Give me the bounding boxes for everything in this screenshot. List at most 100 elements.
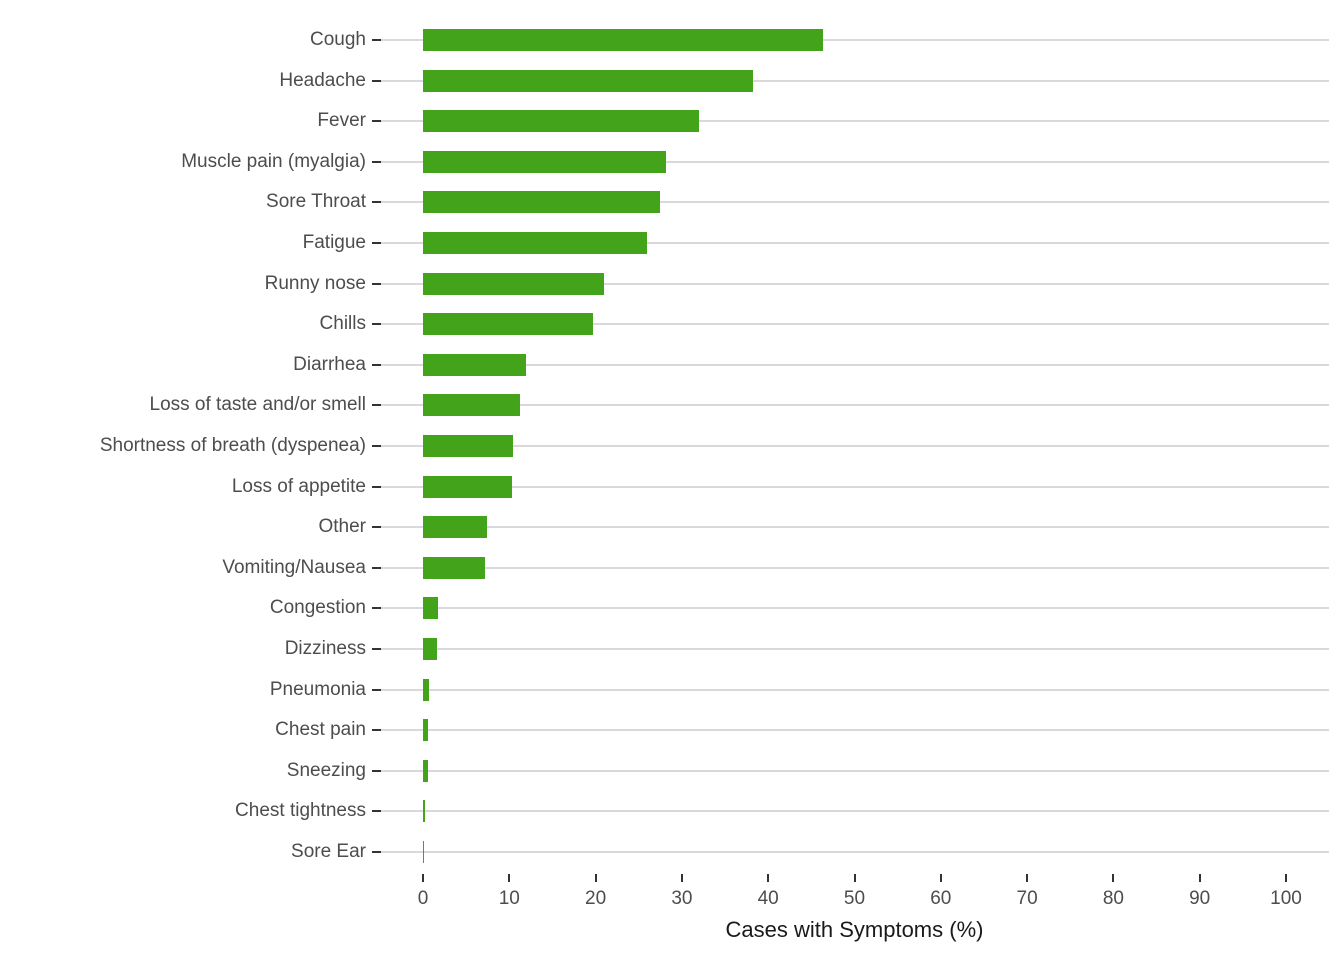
category-label: Congestion — [269, 597, 366, 619]
category-label: Vomiting/Nausea — [222, 556, 366, 578]
bar-fatigue — [423, 232, 647, 254]
gridline — [381, 242, 1329, 244]
gridline — [381, 79, 1329, 82]
bar-chills — [423, 313, 593, 336]
category-label: Runny nose — [264, 272, 366, 294]
y-axis-tick — [372, 242, 381, 244]
gridline — [381, 769, 1329, 772]
y-axis-tick — [372, 160, 381, 163]
gridline — [381, 526, 1329, 529]
category-label: Chest tightness — [235, 800, 366, 822]
bar-cough — [423, 29, 823, 51]
x-axis-tick — [508, 874, 511, 882]
category-label: Dizziness — [284, 638, 366, 659]
bar-sore-throat — [423, 191, 660, 214]
y-axis-tick — [372, 282, 381, 285]
y-axis-tick — [372, 363, 381, 366]
y-axis-tick — [372, 607, 381, 610]
x-tick-label: 100 — [1270, 888, 1302, 909]
category-label: Diarrhea — [293, 353, 366, 375]
y-axis-tick — [372, 851, 381, 853]
y-axis-tick — [372, 810, 381, 813]
y-axis-tick — [372, 648, 381, 650]
y-axis-tick — [372, 688, 381, 691]
x-axis-tick — [1112, 874, 1115, 882]
gridline — [381, 851, 1329, 853]
category-label: Sneezing — [286, 759, 366, 781]
y-axis-tick — [372, 445, 381, 447]
gridline — [381, 648, 1329, 650]
gridline — [381, 729, 1329, 732]
category-label: Cough — [310, 29, 366, 50]
y-axis-tick — [372, 526, 381, 529]
gridline — [381, 160, 1329, 163]
x-tick-label: 60 — [930, 888, 952, 909]
y-axis-tick — [372, 39, 381, 41]
bar-chest-pain — [423, 719, 428, 742]
bar-sneezing — [423, 759, 428, 782]
x-axis-tick — [594, 874, 597, 882]
y-axis-tick — [372, 79, 381, 82]
x-tick-label: 30 — [671, 888, 693, 909]
gridline — [381, 566, 1329, 569]
gridline — [381, 485, 1329, 488]
y-axis-tick — [372, 566, 381, 569]
x-axis-tick — [1198, 874, 1201, 882]
bar-congestion — [423, 597, 438, 620]
gridline — [381, 363, 1329, 366]
category-label: Fatigue — [302, 232, 366, 253]
x-axis-tick — [1026, 874, 1029, 882]
category-label: Muscle pain (myalgia) — [181, 150, 366, 172]
x-axis-tick — [680, 874, 683, 882]
gridline — [381, 607, 1329, 610]
x-axis-tick — [767, 874, 770, 882]
category-label: Fever — [317, 110, 366, 132]
x-tick-label: 0 — [417, 888, 429, 909]
category-label: Headache — [279, 69, 366, 91]
category-label: Chills — [319, 313, 366, 335]
y-axis-tick — [372, 769, 381, 772]
category-label: Loss of taste and/or smell — [149, 394, 367, 416]
gridline — [381, 323, 1329, 326]
y-axis-tick — [372, 485, 381, 488]
x-axis-tick — [939, 874, 942, 882]
bar-other — [423, 516, 487, 539]
category-label: Shortness of breath (dyspenea) — [99, 435, 366, 456]
x-tick-label: 70 — [1016, 888, 1038, 909]
x-tick-label: 90 — [1189, 888, 1211, 909]
bar-pneumonia — [423, 678, 429, 701]
y-axis-tick — [372, 323, 381, 326]
category-label: Loss of appetite — [231, 475, 366, 497]
bar-vomiting-nausea — [423, 556, 485, 579]
category-label: Chest pain — [275, 719, 366, 741]
x-tick-label: 50 — [843, 888, 866, 909]
category-label: Sore Throat — [266, 191, 366, 213]
gridline — [381, 201, 1329, 204]
gridline — [381, 810, 1329, 813]
y-axis-tick — [372, 201, 381, 204]
gridline — [381, 282, 1329, 285]
bar-diarrhea — [423, 353, 526, 376]
bar-chest-tightness — [423, 800, 425, 823]
bar-loss-of-taste-and-or-smell — [423, 394, 520, 417]
gridline — [381, 688, 1329, 691]
y-axis-tick — [372, 120, 381, 123]
x-tick-label: 80 — [1102, 888, 1124, 909]
x-tick-label: 40 — [757, 888, 779, 909]
gridline — [381, 120, 1329, 123]
category-label: Sore Ear — [291, 841, 366, 862]
gridline — [381, 404, 1329, 407]
bar-sore-ear — [423, 841, 424, 863]
y-axis-tick — [372, 729, 381, 732]
bar-loss-of-appetite — [423, 475, 512, 498]
x-tick-label: 10 — [498, 888, 520, 909]
gridline — [381, 445, 1329, 447]
bar-dizziness — [423, 638, 437, 660]
x-axis-title: Cases with Symptoms (%) — [725, 917, 984, 942]
x-axis-tick — [853, 874, 856, 882]
gridline — [381, 39, 1329, 41]
x-tick-label: 20 — [585, 888, 607, 909]
bar-shortness-of-breath-dyspenea — [423, 435, 513, 457]
category-label: Other — [318, 516, 366, 538]
